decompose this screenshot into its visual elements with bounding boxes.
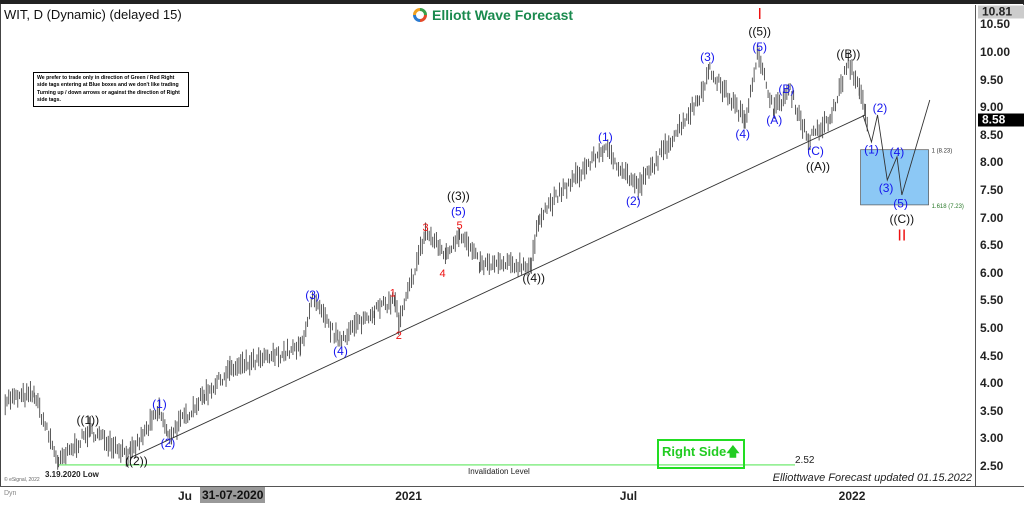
high-price-tag: 10.81 [978,5,1024,18]
price-chart[interactable]: 1 (8.23)1.618 (7.23)((1))((2))(1)(2)(3)(… [0,0,975,486]
wave-label: ((5)) [748,25,771,39]
updated-note: Elliottwave Forecast updated 01.15.2022 [772,472,972,484]
y-tick-label: 10.50 [980,17,1011,32]
logo-icon [413,8,427,22]
y-tick-label: 7.50 [980,183,1004,197]
date-axis[interactable]: Dyn Ju 2021 Jul 2022 [0,486,1024,505]
wave-label: (5) [451,204,466,218]
price-axis[interactable]: 2.50 3.00 3.50 4.00 4.50 5.00 5.50 6.00 6.50 7.00… [975,5,1024,486]
x-tick-label: Ju [177,489,193,503]
wave-label: ((A)) [806,159,830,173]
y-tick-label: 4.00 [980,376,1004,391]
copyright: © eSignal, 2022 [4,477,40,483]
arrow-up-icon: 🡅 [726,444,740,459]
top-bar [0,0,1024,4]
wave-label: ((2)) [125,454,148,468]
wave-label: (4) [735,127,750,141]
y-tick-label: 8.00 [980,155,1004,170]
wave-label: ((4)) [522,271,545,285]
wave-label: (B) [778,82,794,96]
wave-label: (C) [807,144,824,158]
wave-label: 5 [457,220,463,232]
wave-label: (5) [752,40,767,54]
wave-label: (3) [700,50,715,64]
y-tick-label: 6.00 [980,265,1004,280]
y-tick-label: 7.00 [980,210,1004,225]
y-tick-label: 9.50 [980,72,1004,87]
wave-label: 2 [396,330,402,342]
chart-title: WIT, D (Dynamic) (delayed 15) [4,7,182,22]
wave-label: 1 [390,288,396,300]
wave-label: ((1)) [76,413,99,427]
wave-label: (1) [598,130,613,144]
crosshair-date-label: 31-07-2020 [200,487,266,503]
trendline [130,114,866,459]
wave-label: ((B)) [836,47,860,61]
logo-text: Elliott Wave Forecast [432,7,574,23]
wave-label: (4) [333,344,348,358]
wave-label: ((3)) [447,189,470,203]
trading-notice: We prefer to trade only in direction of … [33,72,189,108]
wave-label: (4) [890,145,905,159]
y-tick-label: 3.50 [980,403,1004,418]
right-side-label: Right Side [662,444,727,459]
projection-path [862,99,931,196]
blue-box [860,149,929,206]
box-top-label: 1 (8.23) [932,149,953,155]
x-tick-label: 2021 [395,489,422,503]
wave-label: (A) [766,113,782,127]
invalidation-value: 2.52 [795,455,815,466]
wave-label: (3) [305,288,320,302]
y-tick-label: 9.00 [980,100,1004,115]
y-tick-label: 5.50 [980,293,1004,308]
logo: Elliott Wave Forecast [412,7,573,23]
wave-label: I [757,6,761,23]
y-tick-label: 2.50 [980,459,1004,473]
x-tick-label: Jul [619,489,638,503]
y-tick-label: 8.50 [980,127,1004,142]
wave-label: (2) [873,101,888,115]
invalidation-label: Invalidation Level [468,467,530,476]
y-tick-label: 10.00 [980,45,1011,59]
y-tick-label: 4.50 [980,348,1004,363]
y-tick-label: 6.50 [980,238,1004,253]
wave-label: (2) [626,194,641,208]
last-price-tag: 8.58 [978,113,1024,127]
dyn-label: Dyn [4,490,17,497]
wave-label: 4 [440,268,446,280]
wave-label: (1) [864,143,879,157]
wave-label: (2) [161,436,176,450]
y-tick-label: 5.00 [980,321,1004,335]
right-side-tag: Right Side🡅 [657,439,745,469]
wave-label: (3) [879,181,894,195]
wave-label: 3 [423,222,429,234]
low-label: 3.19.2020 Low [45,470,99,479]
wave-label: (1) [152,397,167,411]
y-tick-label: 3.00 [980,431,1004,446]
x-tick-label: 2022 [838,489,866,503]
box-bottom-label: 1.618 (7.23) [932,204,964,210]
wave-label: (5) [893,196,908,210]
wave-label: ((C)) [890,212,915,226]
wave-label: II [897,227,906,244]
